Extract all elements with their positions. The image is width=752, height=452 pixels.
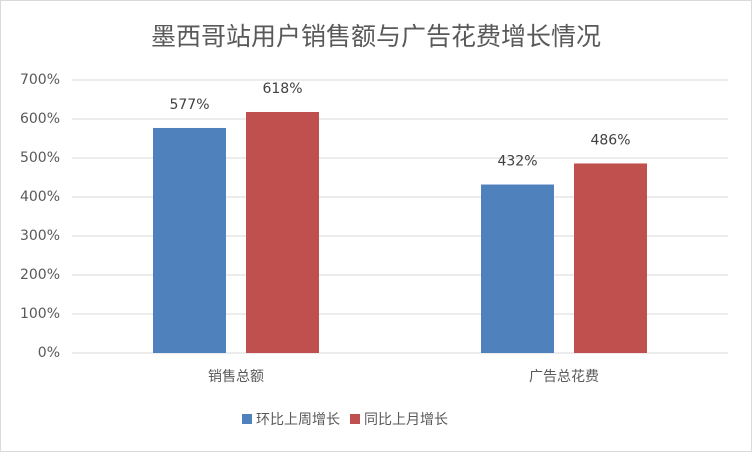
legend-label: 同比上月增长 [364, 412, 448, 428]
bar [574, 163, 647, 353]
legend-swatch [242, 414, 252, 424]
y-tick-label: 400% [20, 189, 60, 205]
x-tick-label: 销售总额 [208, 369, 264, 385]
y-tick-label: 0% [38, 345, 60, 361]
y-tick-label: 100% [20, 306, 60, 322]
y-tick-label: 500% [20, 150, 60, 166]
bar [153, 127, 226, 353]
y-tick-label: 200% [20, 267, 60, 283]
chart-title: 墨西哥站用户销售额与广告花费增长情况 [151, 22, 601, 51]
data-label: 432% [497, 154, 537, 170]
y-tick-label: 700% [20, 72, 60, 88]
bar [246, 111, 319, 353]
data-label: 486% [590, 132, 630, 148]
bar [481, 184, 554, 353]
data-label: 618% [262, 81, 302, 97]
data-label: 577% [169, 97, 209, 113]
legend-swatch [350, 414, 360, 424]
y-tick-label: 600% [20, 111, 60, 127]
x-tick-label: 广告总花费 [529, 369, 599, 385]
legend-label: 环比上周增长 [256, 412, 340, 428]
y-tick-label: 300% [20, 228, 60, 244]
